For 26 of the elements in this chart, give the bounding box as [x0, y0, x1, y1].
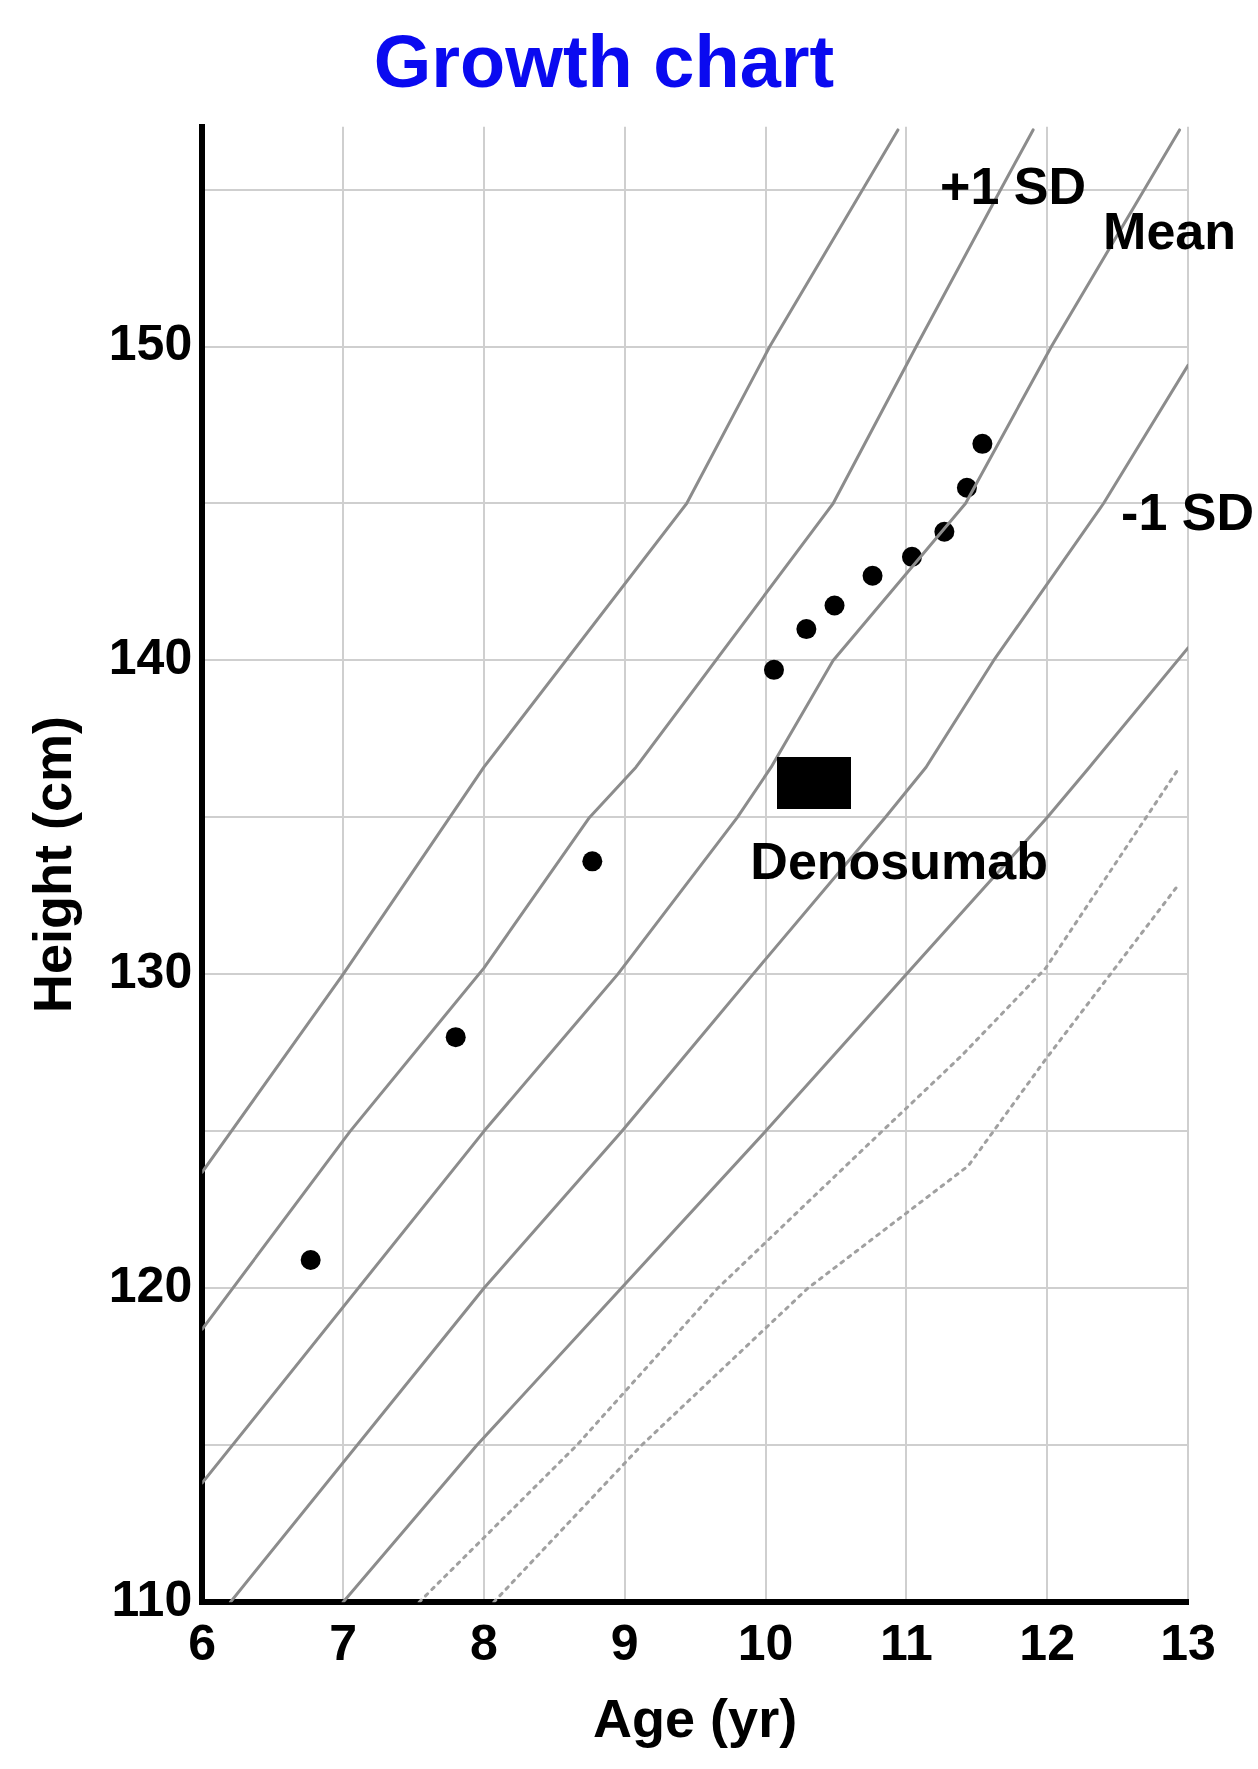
- point: [972, 433, 993, 454]
- x-tick-label: 11: [879, 1614, 933, 1671]
- x-tick-label: 13: [1160, 1614, 1216, 1671]
- annotation: Denosumab: [750, 831, 1048, 890]
- y-tick-label: 140: [108, 629, 193, 686]
- point: [582, 851, 603, 872]
- series-label: +1 SD: [940, 157, 1087, 216]
- y-tick-label: 120: [108, 1257, 193, 1314]
- y-axis-title: Height (cm): [22, 716, 83, 1013]
- point: [300, 1250, 321, 1271]
- point: [862, 565, 883, 586]
- x-tick-label: 12: [1019, 1614, 1075, 1671]
- x-tick-label: 7: [329, 1614, 357, 1671]
- x-axis-title: Age (yr): [593, 1688, 798, 1749]
- x-tick-label: 9: [610, 1614, 639, 1671]
- point: [796, 619, 817, 640]
- point: [763, 659, 784, 680]
- series-label: -1 SD: [1121, 482, 1254, 541]
- chart-title: Growth chart: [373, 19, 835, 103]
- point: [824, 595, 845, 616]
- y-tick-label: 150: [108, 315, 193, 372]
- y-tick-label: 130: [108, 943, 193, 1000]
- point: [445, 1027, 466, 1048]
- series-label: Mean: [1103, 202, 1237, 261]
- x-tick-label: 8: [469, 1614, 498, 1671]
- x-tick-label: 10: [737, 1614, 794, 1671]
